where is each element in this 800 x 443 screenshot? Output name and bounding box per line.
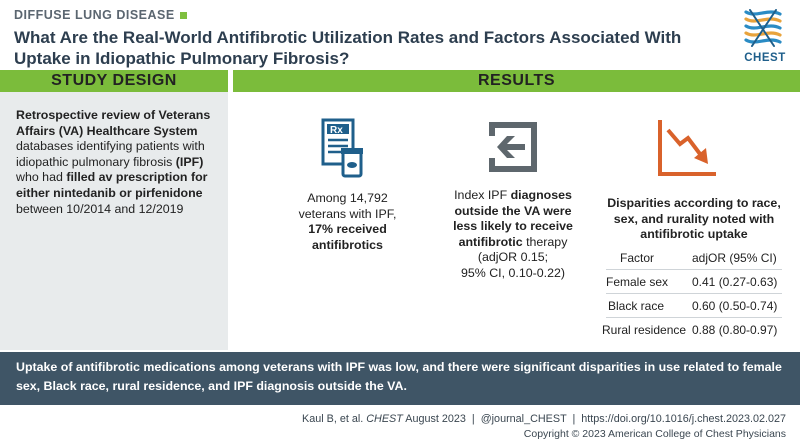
r2-line-b: diagnoses outside the VA were less likel…	[453, 188, 573, 249]
table-cell-value: 0.60 (0.50-0.74)	[692, 298, 778, 313]
citation-authors: Kaul B, et al.	[302, 413, 364, 425]
result-3-text: Disparities according to race, sex, and …	[605, 196, 783, 243]
citation-handle[interactable]: @journal_CHEST	[480, 413, 567, 425]
table-row: Female sex 0.41 (0.27-0.63)	[606, 270, 782, 294]
chest-logo-icon	[744, 9, 782, 47]
table-header-row: Factor adjOR (95% CI)	[606, 246, 782, 270]
r1-line-b: veterans with IPF,	[298, 206, 397, 221]
result-1-text: Among 14,792 veterans with IPF, 17% rece…	[290, 191, 405, 253]
conclusion-text: Uptake of antifibrotic medications among…	[16, 360, 782, 393]
title-line-2: Uptake in Idiopathic Pulmonary Fibrosis?	[14, 49, 350, 68]
citation-journal: CHEST	[366, 413, 403, 425]
table-cell-factor: Black race	[608, 298, 665, 313]
table-header-adjor: adjOR (95% CI)	[692, 250, 777, 265]
prescription-icon: Rx	[321, 118, 363, 178]
logo-text: CHEST	[744, 52, 786, 64]
declining-chart-icon	[658, 120, 716, 176]
result-2-text: Index IPF diagnoses outside the VA were …	[448, 188, 578, 282]
r2-line-d: (adjOR 0.15;	[477, 250, 549, 265]
study-design-heading: STUDY DESIGN	[0, 70, 228, 92]
r2-line-a: Index IPF	[454, 188, 508, 202]
study-design-text: Retrospective review of Veterans Affairs…	[16, 108, 221, 217]
results-panel	[233, 70, 800, 350]
category-text: DIFFUSE LUNG DISEASE	[14, 8, 175, 22]
r2-line-c: therapy	[526, 234, 568, 249]
design-bold-ipf: (IPF)	[175, 154, 204, 169]
r1-line-c: 17% received	[308, 222, 387, 237]
table-cell-value: 0.41 (0.27-0.63)	[692, 274, 778, 289]
design-bold-prescription: filled av prescription for either ninted…	[16, 170, 208, 200]
copyright: Copyright © 2023 American College of Che…	[523, 428, 786, 440]
design-bold-1: Retrospective review of Veterans Affairs…	[16, 108, 211, 138]
r1-line-d: antifibrotics	[312, 237, 383, 252]
study-design-panel	[0, 70, 228, 350]
category-label: DIFFUSE LUNG DISEASE	[14, 8, 187, 22]
title-line-1: What Are the Real-World Antifibrotic Uti…	[14, 28, 682, 47]
citation: Kaul B, et al. CHEST August 2023 | @jour…	[302, 413, 786, 425]
conclusion-bar: Uptake of antifibrotic medications among…	[0, 352, 800, 405]
results-heading: RESULTS	[233, 70, 800, 92]
citation-doi-link[interactable]: https://doi.org/10.1016/j.chest.2023.02.…	[581, 413, 786, 425]
r2-line-e: 95% CI, 0.10-0.22)	[460, 265, 565, 280]
svg-text:Rx: Rx	[330, 125, 343, 136]
table-cell-factor: Female sex	[606, 274, 669, 289]
table-cell-value: 0.88 (0.80-0.97)	[692, 323, 778, 337]
table-header-factor: Factor	[620, 250, 655, 265]
citation-separator: |	[572, 413, 576, 425]
page-title: What Are the Real-World Antifibrotic Uti…	[14, 27, 714, 69]
table-row: Rural residence 0.88 (0.80-0.97)	[602, 318, 782, 342]
citation-separator: |	[471, 413, 475, 425]
design-text-dates: between 10/2014 and 12/2019	[16, 201, 184, 216]
design-text-4: who had	[16, 170, 63, 185]
adjor-table: Factor adjOR (95% CI) Female sex 0.41 (0…	[602, 246, 782, 342]
citation-date: August 2023	[405, 413, 466, 425]
table-cell-factor: Rural residence	[602, 323, 687, 337]
arrow-in-icon	[489, 122, 537, 172]
table-row: Black race 0.60 (0.50-0.74)	[606, 294, 782, 318]
category-square-icon	[179, 11, 187, 19]
r3-heading: Disparities according to race, sex, and …	[607, 196, 781, 242]
design-text-2: databases identifying patients with idio…	[16, 139, 205, 169]
r1-line-a: Among 14,792	[307, 191, 388, 205]
